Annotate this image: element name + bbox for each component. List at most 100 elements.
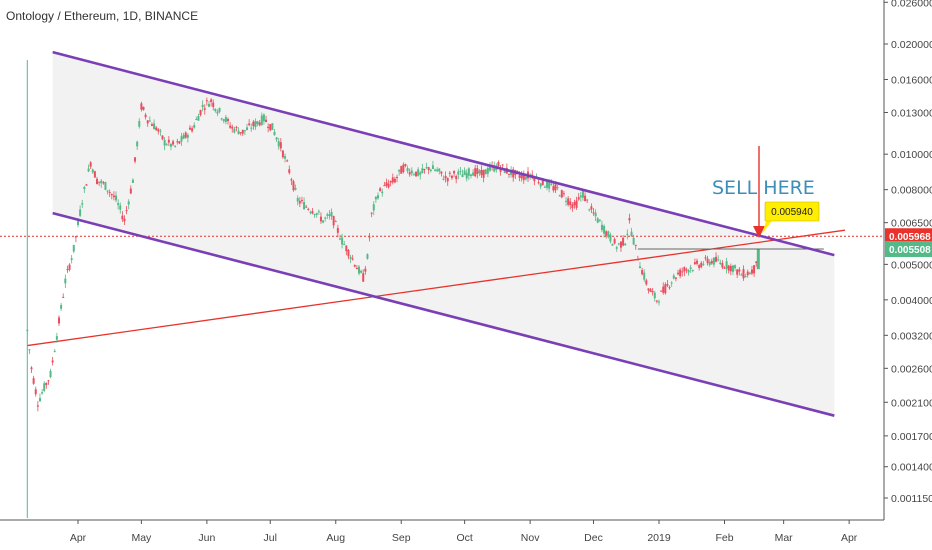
candle-body bbox=[123, 218, 126, 222]
price-tick-label: 0.001150 bbox=[891, 493, 932, 505]
candle-body bbox=[330, 211, 333, 217]
candle-body bbox=[638, 266, 641, 269]
candle-body bbox=[702, 263, 705, 265]
candle-body bbox=[159, 130, 162, 132]
candle-body bbox=[738, 269, 741, 272]
candle-body bbox=[586, 199, 589, 201]
candle-body bbox=[571, 204, 574, 209]
candle-body bbox=[560, 190, 563, 198]
candle-body bbox=[450, 175, 453, 179]
price-tick-label: 0.003200 bbox=[891, 330, 932, 342]
candle-body bbox=[294, 188, 297, 190]
price-tick-label: 0.001400 bbox=[891, 462, 932, 474]
candle-body bbox=[207, 103, 210, 107]
candle-body bbox=[106, 190, 109, 192]
time-tick-label: Feb bbox=[715, 532, 733, 544]
candle-body bbox=[72, 244, 75, 252]
candle-body bbox=[87, 168, 90, 172]
candle-body bbox=[341, 237, 344, 245]
candle-body bbox=[655, 300, 658, 302]
candle-body bbox=[102, 182, 105, 184]
candle-body bbox=[681, 271, 684, 273]
candle-body bbox=[191, 128, 194, 132]
candle-body bbox=[393, 178, 396, 183]
candle-body bbox=[459, 170, 462, 172]
candle-body bbox=[446, 177, 449, 182]
candle-body bbox=[216, 111, 219, 114]
candle-body bbox=[174, 145, 177, 147]
candle-body bbox=[322, 220, 325, 223]
candle-body bbox=[598, 219, 601, 221]
candle-body bbox=[303, 202, 306, 210]
candle-body bbox=[55, 336, 58, 340]
candle-body bbox=[383, 185, 386, 187]
candle-body bbox=[658, 301, 660, 303]
candle-body bbox=[410, 170, 413, 174]
candle-body bbox=[368, 236, 371, 238]
time-tick-label: Jul bbox=[264, 532, 277, 544]
price-tick-label: 0.006500 bbox=[891, 218, 932, 230]
candle-body bbox=[524, 176, 527, 180]
candle-body bbox=[51, 360, 54, 363]
candle-body bbox=[431, 165, 434, 170]
candle-body bbox=[696, 260, 699, 264]
candle-body bbox=[543, 186, 546, 188]
candle-body bbox=[453, 170, 456, 174]
candle-body bbox=[408, 172, 411, 175]
time-tick-label: Oct bbox=[456, 532, 472, 544]
candle-body bbox=[161, 135, 164, 140]
candle-body bbox=[353, 264, 356, 267]
time-tick-label: Apr bbox=[70, 532, 87, 544]
candle-body bbox=[205, 100, 208, 102]
candle-body bbox=[284, 156, 287, 159]
candle-body bbox=[148, 120, 151, 122]
candle-body bbox=[313, 214, 316, 216]
candle-body bbox=[725, 261, 728, 269]
candle-body bbox=[163, 139, 166, 146]
candle-body bbox=[565, 200, 568, 202]
candle-body bbox=[472, 172, 475, 176]
candle-body bbox=[423, 168, 426, 170]
callout-value: 0.005940 bbox=[771, 207, 813, 218]
candle-body bbox=[624, 243, 627, 246]
candle-body bbox=[404, 164, 407, 166]
candle-body bbox=[28, 349, 31, 351]
candle-body bbox=[254, 121, 257, 128]
candle-body bbox=[670, 282, 673, 284]
candle-body bbox=[233, 128, 236, 133]
time-tick-label: Jun bbox=[198, 532, 215, 544]
candle-body bbox=[366, 254, 369, 259]
candle-body bbox=[210, 99, 213, 102]
last-candle-body bbox=[756, 248, 760, 270]
candle-body bbox=[512, 169, 515, 178]
candle-body bbox=[360, 270, 363, 273]
candle-body bbox=[140, 103, 143, 110]
candle-body bbox=[193, 124, 196, 128]
candle-body bbox=[300, 199, 303, 201]
candle-body bbox=[343, 244, 346, 246]
candle-body bbox=[622, 237, 625, 246]
candle-body bbox=[262, 114, 265, 122]
candle-body bbox=[687, 269, 690, 273]
candle-body bbox=[664, 284, 667, 294]
candle-body bbox=[463, 170, 466, 175]
price-tick-label: 0.008000 bbox=[891, 185, 932, 197]
candle-body bbox=[744, 276, 747, 278]
level-price-badge bbox=[885, 228, 932, 245]
candle-body bbox=[32, 378, 35, 384]
candle-body bbox=[317, 211, 320, 213]
candle-body bbox=[47, 380, 50, 382]
candle-body bbox=[197, 115, 200, 121]
candle-body bbox=[558, 195, 561, 197]
candle-body bbox=[43, 383, 46, 391]
candle-body bbox=[138, 121, 141, 127]
candle-body bbox=[425, 167, 428, 169]
price-tick-label: 0.004000 bbox=[891, 295, 932, 307]
candle-body bbox=[533, 176, 536, 182]
candle-body bbox=[588, 209, 591, 211]
candle-body bbox=[250, 127, 253, 129]
candle-body bbox=[62, 296, 65, 298]
candle-body bbox=[239, 132, 242, 134]
candle-body bbox=[406, 168, 409, 172]
